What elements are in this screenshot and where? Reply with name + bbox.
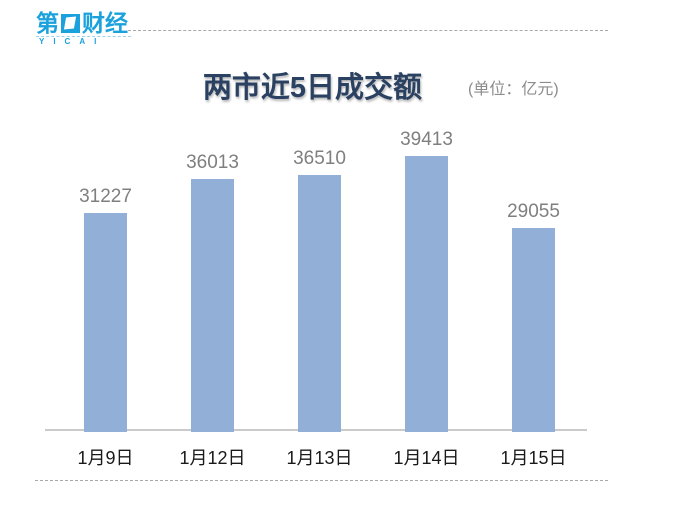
x-axis-tick-label: 1月13日 [286, 448, 353, 468]
bar-value-label: 36013 [186, 152, 239, 173]
x-axis-tick-label: 1月15日 [500, 448, 567, 468]
bar-column: 36013 [159, 130, 266, 432]
bar-column: 31227 [52, 130, 159, 432]
bar-value-label: 36510 [293, 148, 346, 169]
yicai-logo-subtext: YICAI [36, 36, 131, 47]
bar [298, 175, 341, 432]
bar [191, 179, 234, 432]
bar-value-label: 29055 [507, 201, 560, 222]
logo-char-first: 第 [36, 10, 59, 36]
bar-chart: 31227 36013 36510 39413 29055 [52, 130, 587, 432]
bar [512, 228, 555, 432]
bar [84, 213, 127, 432]
yicai-logo-box-icon [61, 13, 80, 33]
bar-value-label: 31227 [79, 186, 132, 207]
bar-column: 36510 [266, 130, 373, 432]
logo-chars-rest: 财经 [82, 10, 128, 36]
chart-title: 两市近5日成交额 [202, 72, 423, 104]
x-axis-tick-label: 1月14日 [393, 448, 460, 468]
bar-value-label: 39413 [400, 129, 453, 150]
top-dashed-divider [128, 30, 608, 31]
yicai-logo-box-inner-shape [63, 15, 77, 30]
x-axis-tick-label: 1月12日 [179, 448, 246, 468]
x-axis-labels: 1月9日 1月12日 1月13日 1月14日 1月15日 [52, 444, 587, 470]
x-axis-tick-label: 1月9日 [77, 448, 134, 468]
yicai-logo-wordmark: 第 财经 [36, 11, 131, 35]
bottom-dashed-divider [35, 480, 608, 481]
bar-column: 39413 [373, 130, 480, 432]
bar-column: 29055 [480, 130, 587, 432]
bar [405, 156, 448, 432]
yicai-logo: 第 财经 YICAI [36, 11, 131, 47]
chart-unit-label: (单位：亿元) [468, 81, 559, 98]
